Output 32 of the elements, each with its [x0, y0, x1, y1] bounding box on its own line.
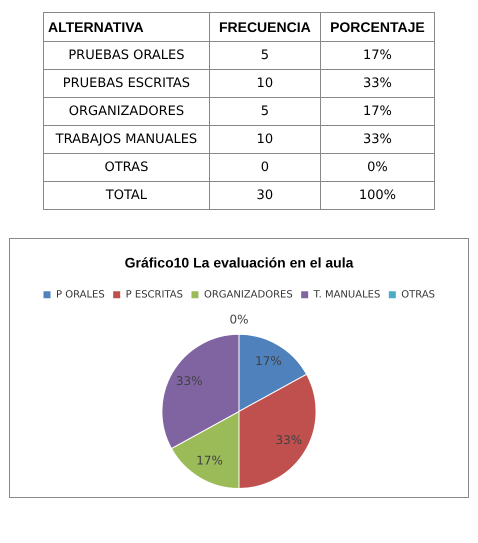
- data-label: 17%: [196, 453, 223, 468]
- text: 0%: [229, 312, 249, 326]
- data-label: 10: [209, 126, 320, 154]
- category-label: PRUEBAS ORALES: [44, 42, 210, 70]
- legend-label: P ESCRITAS: [126, 289, 183, 300]
- data-label: 33%: [275, 432, 302, 447]
- data-label: 5: [209, 42, 320, 70]
- data-label: 30: [209, 182, 320, 210]
- data-label: 17%: [255, 354, 282, 368]
- category-label: PRUEBAS ESCRITAS: [44, 70, 210, 98]
- text: PORCENTAJE: [320, 12, 434, 42]
- category-label: TRABAJOS MANUALES: [44, 126, 210, 154]
- data-label: 17%: [320, 98, 434, 126]
- legend-label: T. MANUALES: [312, 289, 380, 300]
- data-label: 0: [209, 154, 320, 182]
- legend-label: OTRAS: [401, 289, 436, 300]
- category-label: TOTAL: [44, 182, 210, 210]
- data-label: 5: [209, 98, 320, 126]
- data-label: 0%: [320, 154, 434, 182]
- chart-title: Gráfico10 La evaluación en el aula: [124, 254, 354, 270]
- category-label: ORGANIZADORES: [44, 98, 210, 126]
- legend-label: ORGANIZADORES: [204, 289, 293, 300]
- legend-label: P ORALES: [56, 289, 105, 300]
- data-label: 33%: [176, 374, 203, 388]
- data-label: 10: [209, 70, 320, 98]
- category-label: OTRAS: [44, 154, 210, 182]
- text: FRECUENCIA: [209, 12, 320, 42]
- data-label: 100%: [320, 182, 434, 210]
- data-label: 33%: [320, 126, 434, 154]
- data-label: 17%: [320, 42, 434, 70]
- text: ALTERNATIVA: [44, 12, 210, 42]
- data-label: 33%: [320, 70, 434, 98]
